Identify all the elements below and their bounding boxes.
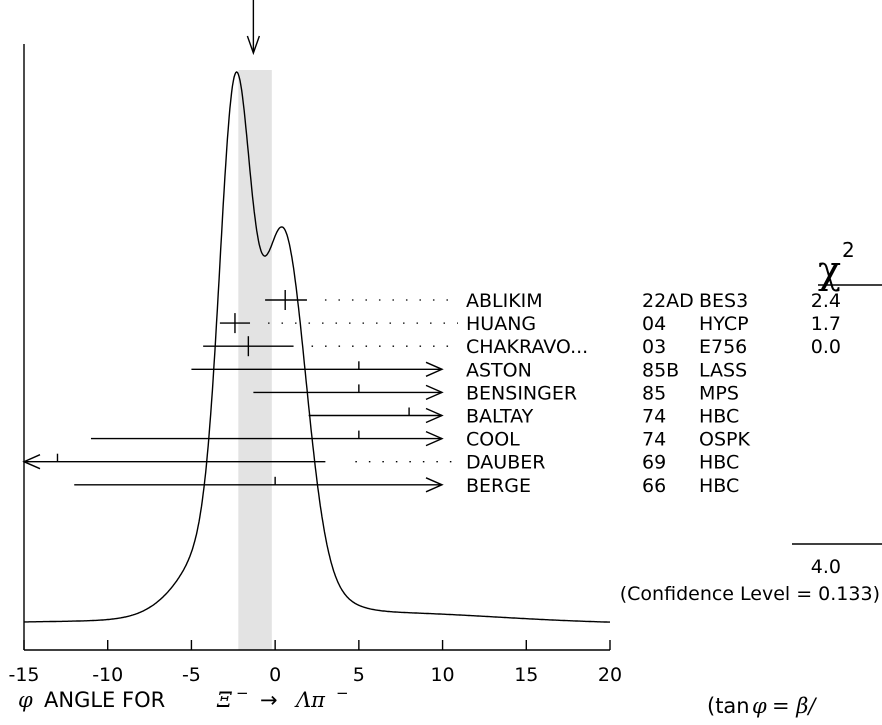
formula-open: (tan — [707, 694, 750, 718]
measurement-year: 85B — [642, 359, 679, 381]
xlabel-lambda-pi: Λπ — [294, 688, 326, 712]
x-tick-label: -5 — [182, 664, 201, 686]
measurement-author: ASTON — [466, 359, 532, 381]
measurement-row — [308, 407, 444, 424]
measurement-technique: BES3 — [699, 290, 748, 312]
ideogram-curve — [24, 71, 610, 623]
arrow-head-right — [425, 477, 444, 493]
measurement-year: 04 — [642, 313, 666, 335]
x-tick-label: 0 — [269, 664, 281, 686]
xlabel-text: ANGLE FOR — [44, 688, 165, 712]
average-arrow — [246, 0, 261, 56]
x-tick-label: -15 — [8, 664, 39, 686]
measurement-year: 69 — [642, 452, 666, 474]
measurement-technique: HYCP — [699, 313, 749, 335]
measurement-row — [74, 476, 444, 493]
measurement-technique: HBC — [699, 452, 739, 474]
measurement-year: 74 — [642, 429, 666, 451]
x-tick-label: 20 — [598, 664, 622, 686]
chi2-total: 4.0 — [811, 556, 841, 578]
chi2-exponent: 2 — [842, 238, 855, 262]
confidence-level: (Confidence Level = 0.133) — [620, 583, 880, 605]
measurement-year: 22AD — [642, 290, 694, 312]
x-tick-label: 5 — [353, 664, 365, 686]
measurement-row — [219, 313, 458, 334]
formula-rest: = β/ — [772, 694, 817, 718]
measurement-author: DAUBER — [466, 452, 545, 474]
measurement-labels: ABLIKIM 22AD BES3 2.4 HUANG 04 HYCP 1.7 CHAKRAVO… — [466, 290, 841, 497]
xlabel-arrow: → — [260, 688, 278, 712]
measurement-year: 85 — [642, 382, 666, 404]
arrow-head-right — [425, 361, 444, 377]
arrow-head-right — [425, 384, 444, 401]
measurement-row — [22, 453, 458, 470]
measurement-year: 03 — [642, 336, 666, 358]
chi2-header: χ — [818, 248, 841, 292]
arrow-head-left — [22, 454, 41, 470]
x-tick-label: -10 — [92, 664, 123, 686]
measurement-technique: OSPK — [699, 429, 750, 451]
average-band — [238, 70, 272, 650]
measurement-row — [90, 430, 444, 447]
measurement-author: BERGE — [466, 475, 531, 497]
x-tick-label: 10 — [430, 664, 454, 686]
measurement-year: 66 — [642, 475, 666, 497]
xlabel-pi-charge: − — [336, 684, 349, 702]
measurement-chi2: 0.0 — [811, 336, 841, 358]
measurement-author: BENSINGER — [466, 382, 577, 404]
tan-formula: (tan φ = β/ — [707, 694, 817, 718]
measurement-technique: LASS — [699, 359, 747, 381]
xlabel-xi-charge: − — [236, 684, 249, 702]
measurement-author: HUANG — [466, 313, 536, 335]
measurement-author: BALTAY — [466, 406, 534, 428]
measurement-author: ABLIKIM — [466, 290, 543, 312]
measurement-year: 74 — [642, 406, 666, 428]
xlabel-xi: Ξ — [216, 688, 232, 712]
measurement-chi2: 2.4 — [811, 290, 841, 312]
measurement-technique: HBC — [699, 406, 739, 428]
arrow-head-right — [425, 430, 444, 447]
axes: -15 -10 -5 0 5 10 15 20 — [8, 44, 622, 686]
measurement-row — [253, 384, 444, 401]
arrow-head-right — [425, 407, 444, 424]
average-arrow-head — [246, 35, 261, 56]
measurement-row — [203, 336, 458, 357]
measurement-author: CHAKRAVO... — [466, 336, 588, 358]
formula-phi: φ — [752, 694, 767, 718]
measurement-chi2: 1.7 — [811, 313, 841, 335]
xlabel-phi: φ — [18, 688, 33, 712]
measurement-author: COOL — [466, 429, 520, 451]
x-tick-label: 15 — [514, 664, 538, 686]
measurement-row — [191, 361, 444, 377]
x-axis-title: φ ANGLE FOR Ξ − → Λπ − — [18, 679, 349, 712]
measurement-row — [265, 290, 458, 310]
measurement-technique: HBC — [699, 475, 739, 497]
measurement-marks — [22, 290, 458, 493]
measurement-technique: E756 — [699, 336, 747, 358]
measurement-technique: MPS — [699, 382, 739, 404]
svg-text:φ ANGLE FOR Ξ: φ ANGLE FOR Ξ − → Λπ − — [18, 679, 349, 712]
